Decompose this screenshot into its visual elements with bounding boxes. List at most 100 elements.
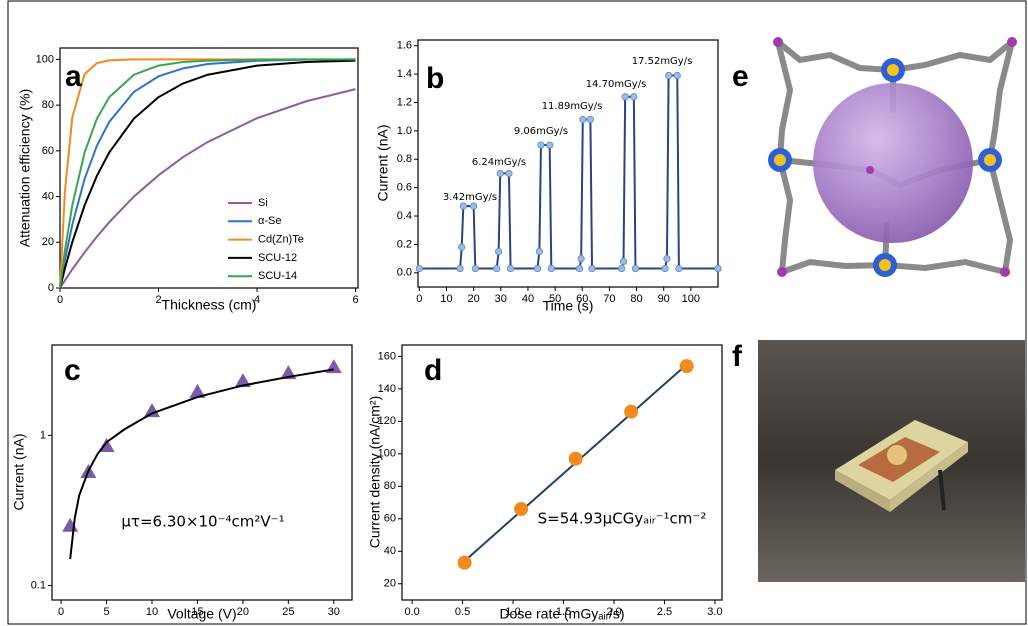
- data-point: [661, 264, 669, 273]
- x-tick-label: 20: [468, 293, 480, 305]
- data-point: [189, 383, 206, 398]
- x-tick-label: 70: [603, 293, 615, 305]
- data-point: [514, 502, 529, 517]
- data-line: [59, 88, 356, 289]
- annotation: 6.24mGy/s: [472, 157, 526, 168]
- data-point: [577, 255, 585, 263]
- y-tick-label: 1.2: [397, 96, 412, 108]
- panel-label: f: [732, 340, 743, 373]
- x-tick-label: 0.0: [404, 606, 419, 618]
- plot-frame: [51, 344, 353, 601]
- device-photo: [758, 340, 1025, 582]
- x-tick-label: 4: [254, 294, 260, 306]
- y-tick-label: 20: [384, 578, 396, 590]
- x-tick-label: 2: [155, 294, 161, 306]
- x-tick-label: 30: [495, 293, 507, 305]
- data-point: [619, 257, 628, 266]
- x-tick-label: 6: [352, 294, 358, 306]
- x-tick-label: 100: [682, 293, 700, 305]
- y-tick-label: 140: [378, 383, 396, 395]
- cage-illustration: [768, 37, 1017, 277]
- y-tick-label: 1: [40, 429, 46, 441]
- data-point: [471, 264, 479, 273]
- legend-label: SCU-12: [258, 252, 297, 264]
- data-point: [631, 264, 640, 273]
- data-point: [673, 71, 681, 80]
- x-tick-label: 0: [57, 294, 63, 306]
- data-point: [714, 264, 722, 273]
- data-point: [533, 264, 542, 273]
- legend-label: Cd(Zn)Te: [258, 234, 304, 246]
- data-point: [506, 264, 515, 273]
- y-tick-label: 80: [42, 99, 54, 111]
- y-tick-label: 160: [378, 350, 396, 362]
- legend-label: Si: [258, 197, 268, 209]
- data-point: [493, 264, 501, 273]
- figure-border: [7, 0, 1027, 625]
- data-point: [459, 202, 467, 210]
- data-line: [59, 59, 356, 289]
- data-point: [535, 247, 543, 256]
- x-tick-label: 3.0: [707, 606, 722, 618]
- y-tick-label: 0: [48, 282, 54, 294]
- data-point: [675, 264, 683, 273]
- data-point: [679, 359, 694, 374]
- y-tick-label: 80: [384, 480, 396, 492]
- plot-frame: [59, 47, 359, 289]
- y-axis-label: Current (nA): [375, 124, 391, 201]
- data-point: [457, 555, 472, 570]
- data-point: [624, 404, 639, 419]
- y-tick-label: 0.2: [397, 238, 412, 250]
- panel-label: d: [424, 354, 442, 387]
- data-point: [575, 264, 584, 273]
- y-tick-label: 0.1: [31, 579, 46, 591]
- x-tick-label: 90: [658, 293, 670, 305]
- legend-label: SCU-14: [258, 270, 297, 282]
- y-tick-label: 0.0: [397, 267, 412, 279]
- x-tick-label: 10: [146, 606, 158, 618]
- data-point: [537, 141, 545, 149]
- data-point: [62, 517, 79, 532]
- y-tick-label: 0.8: [397, 153, 412, 165]
- plot-frame: [417, 39, 719, 288]
- x-tick-label: 0: [416, 293, 422, 305]
- y-tick-label: 60: [42, 145, 54, 157]
- x-tick-label: 30: [328, 606, 340, 618]
- panel-label: c: [64, 354, 81, 387]
- panel-label: b: [426, 62, 444, 95]
- data-point: [663, 255, 671, 263]
- data-point: [496, 169, 504, 178]
- data-point: [234, 373, 251, 388]
- annotation: 9.06mGy/s: [514, 126, 568, 137]
- x-tick-label: 40: [522, 293, 534, 305]
- annotation: μτ=6.30×10⁻⁴cm²V⁻¹: [121, 513, 284, 531]
- data-point: [630, 93, 638, 101]
- x-tick-label: 1.5: [556, 606, 571, 618]
- annotation: 17.52mGy/s: [632, 56, 693, 67]
- data-point: [456, 264, 464, 273]
- x-axis-label: Thickness (cm): [162, 297, 257, 313]
- y-tick-label: 20: [42, 236, 54, 248]
- panel-label: e: [732, 60, 749, 93]
- y-tick-label: 0.4: [397, 210, 412, 222]
- x-tick-label: 2.5: [657, 606, 672, 618]
- y-axis-label: Attenuation efficiency (%): [17, 89, 33, 248]
- y-axis-label: Current (nA): [11, 433, 27, 510]
- data-line: [59, 58, 356, 289]
- data-point: [547, 264, 555, 273]
- annotation: S=54.93μCGyₐᵢᵣ⁻¹cm⁻²: [538, 510, 707, 528]
- y-tick-label: 1.0: [397, 125, 412, 137]
- x-tick-label: 50: [549, 293, 561, 305]
- plot-frame: [401, 344, 723, 601]
- data-line: [59, 58, 356, 289]
- x-tick-label: 5: [103, 606, 109, 618]
- x-tick-label: 1.0: [505, 606, 520, 618]
- x-tick-label: 20: [237, 606, 249, 618]
- y-tick-label: 60: [384, 513, 396, 525]
- data-point: [470, 202, 478, 210]
- data-point: [505, 169, 513, 178]
- data-point: [568, 451, 583, 466]
- annotation: 14.70mGy/s: [586, 79, 647, 90]
- y-tick-label: 100: [378, 448, 396, 460]
